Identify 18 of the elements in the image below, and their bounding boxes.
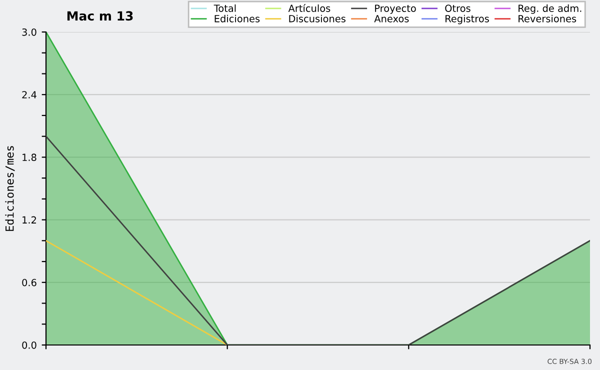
legend-label: Discusiones (289, 14, 346, 22)
legend-label: Ediciones (214, 14, 260, 22)
legend-label: Anexos (374, 15, 409, 22)
legend-label: Reversiones (518, 14, 576, 22)
legend-label: Proyecto (375, 4, 416, 14)
legend-label: Registros (446, 14, 489, 24)
legend-label: Otros (445, 4, 470, 12)
chart-title: Mac m 13 (67, 11, 133, 21)
y-tick-label: 0.0 (22, 341, 36, 349)
legend-label: Reg. de adm. (518, 4, 582, 14)
legend-label: Artículos (288, 4, 330, 12)
y-tick-label: 2.4 (22, 91, 36, 98)
y-tick-label: 1.2 (22, 216, 36, 224)
y-tick-label: 3.0 (22, 28, 36, 36)
y-tick-label: 1.8 (22, 154, 36, 162)
y-axis-title: Ediciones/mes (5, 146, 15, 231)
legend-label: Total (214, 4, 236, 12)
y-tick-label: 0.6 (22, 278, 36, 286)
